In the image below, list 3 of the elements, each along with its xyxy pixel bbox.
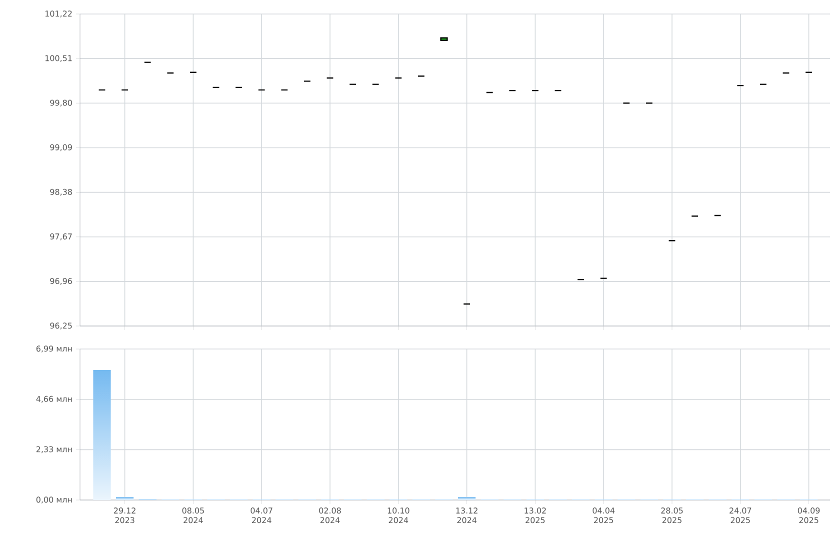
bar (116, 497, 134, 500)
bar (458, 497, 476, 500)
bar (93, 370, 111, 500)
